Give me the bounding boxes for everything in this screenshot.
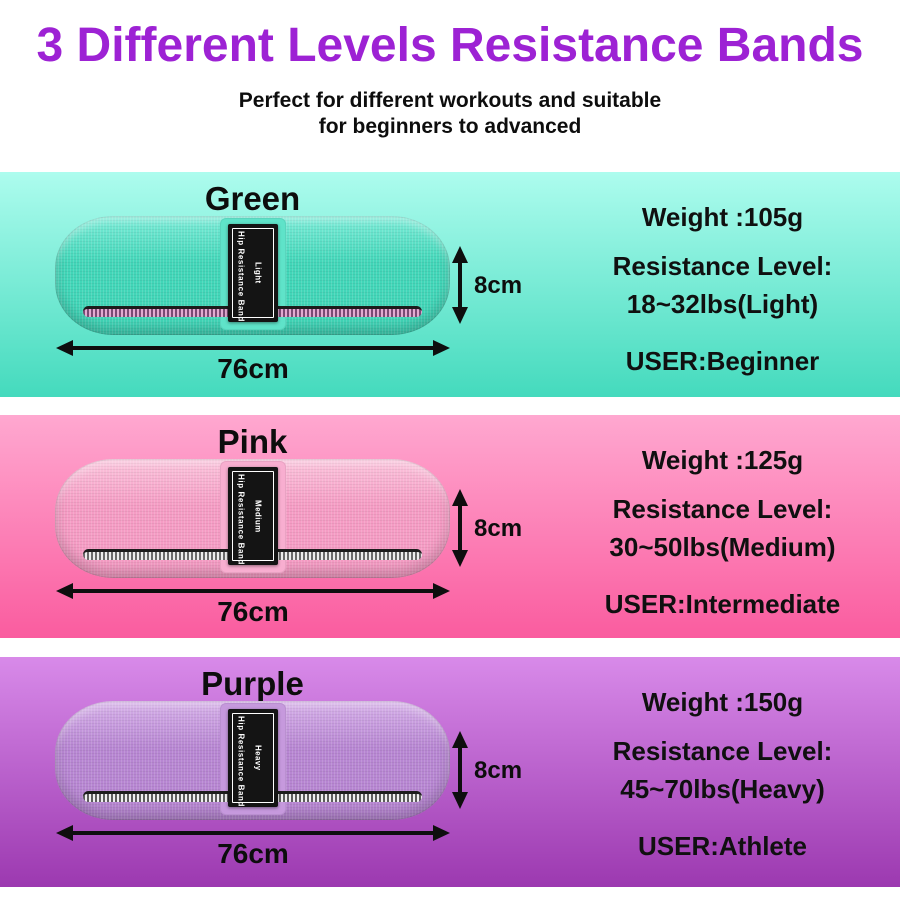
weight-text: Weight :125g [641,445,804,475]
length-arrow [56,825,450,841]
arrow-down-icon [452,550,468,567]
resistance-level-label: Resistance Level: [612,251,833,281]
weight-text: Weight :150g [641,687,804,717]
length-arrow [56,340,450,356]
arrow-line [458,498,462,558]
user-text: USER:Beginner [625,346,820,376]
band-color-heading: Pink [217,423,288,460]
arrow-line [458,740,462,800]
band-tag-text: Hip Resistance Band Light [231,228,274,322]
arrow-down-icon [452,792,468,809]
tag-brand-text: Hip Resistance Band [236,474,246,565]
resistance-level-label: Resistance Level: [612,736,833,766]
user-text: USER:Athlete [637,831,807,861]
arrow-line [458,255,462,315]
tag-brand-text: Hip Resistance Band [236,231,246,322]
resistance-level-value: 18~32lbs(Light) [626,289,819,319]
length-label: 76cm [217,596,289,627]
section-purple: Purple Hip Resistance Band Heavy 76cm 8c… [0,657,900,887]
user-text: USER:Intermediate [604,589,841,619]
band-tag-text: Hip Resistance Band Heavy [231,713,274,807]
band-color-heading: Green [204,180,301,217]
width-arrow [452,731,468,809]
arrow-line [65,346,441,350]
resistance-band-pink: Hip Resistance Band Medium [55,459,450,578]
resistance-band-green: Hip Resistance Band Light [55,216,450,335]
weight-text: Weight :105g [641,202,804,232]
section-green: Green Hip Resistance Band Light 76cm 8cm… [0,172,900,397]
arrow-left-icon [56,583,73,599]
width-arrow [452,489,468,567]
arrow-left-icon [56,340,73,356]
arrow-line [65,831,441,835]
length-label: 76cm [217,353,289,384]
subtitle-line-1: Perfect for different workouts and suita… [238,89,662,112]
width-label: 8cm [474,515,523,542]
tag-level-text: Heavy [253,745,263,771]
width-arrow [452,246,468,324]
band-color-heading: Purple [201,665,304,702]
arrow-right-icon [433,583,450,599]
band-tag: Hip Resistance Band Light [227,224,278,322]
tag-brand-text: Hip Resistance Band [236,716,246,807]
arrow-up-icon [452,246,468,263]
length-label: 76cm [217,838,289,869]
arrow-right-icon [433,340,450,356]
resistance-level-value: 45~70lbs(Heavy) [620,774,825,804]
band-tag: Hip Resistance Band Heavy [227,709,278,807]
section-pink: Pink Hip Resistance Band Medium 76cm 8cm… [0,415,900,638]
width-label: 8cm [474,272,523,299]
subtitle-line-2: for beginners to advanced [318,115,582,138]
arrow-right-icon [433,825,450,841]
arrow-up-icon [452,489,468,506]
tag-level-text: Medium [253,499,263,533]
resistance-level-label: Resistance Level: [612,494,833,524]
band-tag: Hip Resistance Band Medium [227,467,278,565]
band-tag-text: Hip Resistance Band Medium [231,471,274,565]
page-title: 3 Different Levels Resistance Bands [36,19,864,72]
width-label: 8cm [474,757,523,784]
resistance-band-purple: Hip Resistance Band Heavy [55,701,450,820]
arrow-left-icon [56,825,73,841]
arrow-down-icon [452,307,468,324]
tag-level-text: Light [253,262,263,284]
length-arrow [56,583,450,599]
arrow-line [65,589,441,593]
page-subtitle: Perfect for different workouts and suita… [0,88,900,140]
arrow-up-icon [452,731,468,748]
resistance-level-value: 30~50lbs(Medium) [609,532,836,562]
